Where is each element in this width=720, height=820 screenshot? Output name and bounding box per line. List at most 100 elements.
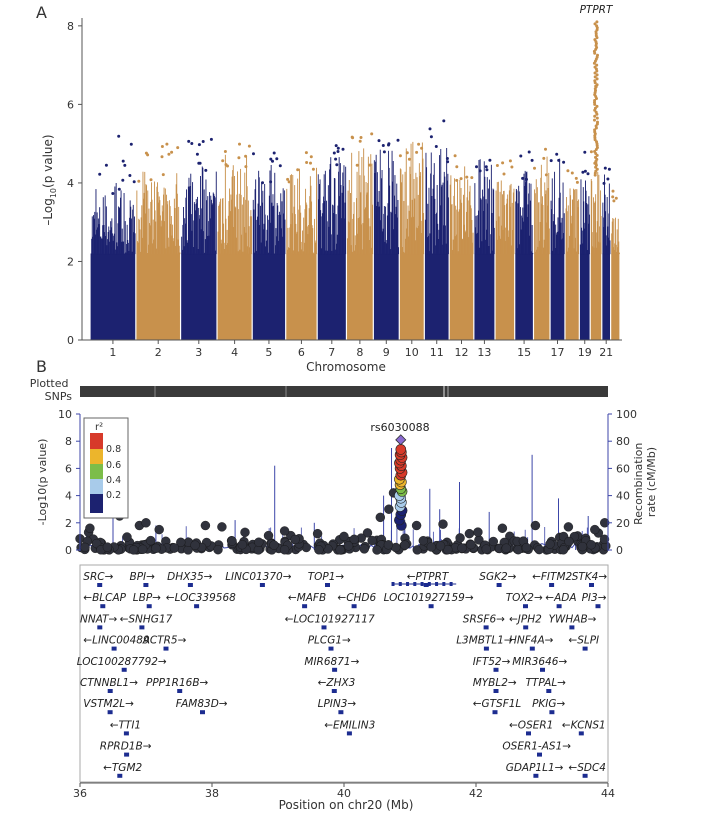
gene-label: OSER1-AS1→ — [502, 741, 571, 753]
chromosome-2-column — [158, 202, 160, 255]
chromosome-12-column — [455, 205, 457, 255]
chromosome-12-column — [469, 185, 471, 255]
chromosome-6-column — [291, 174, 293, 255]
gene-body — [523, 625, 529, 630]
chromosome-15-column — [527, 216, 528, 255]
chromosome-16-column — [534, 251, 536, 255]
chromosome-10-column — [399, 168, 401, 255]
gene-STK4: STK4→ — [572, 571, 607, 587]
ptprt-peak-point — [594, 155, 597, 159]
chromosome-20-column — [597, 172, 599, 255]
panel-a-xtick-label: 21 — [599, 346, 613, 359]
chromosome-14-column — [502, 194, 503, 255]
chromosome-1-column — [134, 216, 135, 255]
ptprt-peak-point — [595, 83, 599, 87]
chromosome-2-point — [165, 142, 169, 146]
panel-a-ytick-label: 2 — [67, 255, 74, 268]
chromosome-6-column — [302, 251, 304, 255]
chromosome-21-column — [603, 217, 605, 255]
chromosome-10-point — [420, 146, 424, 150]
panel-a-xtick-label: 3 — [195, 346, 202, 359]
chromosome-3-column — [187, 242, 189, 255]
chromosome-20-column — [595, 194, 597, 255]
chromosome-15-column — [531, 225, 533, 255]
background-snp-points — [75, 488, 611, 555]
gene-body — [493, 689, 499, 693]
chromosome-5-base — [252, 253, 286, 340]
chromosome-12-points — [449, 154, 474, 340]
r2-tick-0.2: 0.2 — [106, 490, 121, 501]
chromosome-2-column — [153, 239, 155, 255]
chromosome-2-column — [144, 171, 146, 255]
chromosome-3-column — [198, 215, 200, 255]
ptprt-exon — [435, 582, 439, 586]
chromosome-1-column — [92, 236, 94, 255]
chromosome-3-column — [190, 173, 192, 255]
gene-LOC101927117: ←LOC101927117 — [285, 613, 375, 630]
chromosome-12-column — [450, 175, 452, 255]
chromosome-15-column — [525, 182, 527, 255]
chromosome-8-base — [347, 253, 373, 340]
chromosome-7-point — [334, 157, 338, 161]
gene-RPRD1B: RPRD1B→ — [100, 741, 152, 757]
chromosome-8-point — [359, 136, 363, 139]
chromosome-10-column — [405, 238, 407, 255]
chromosome-6-column — [303, 217, 305, 255]
chromosome-10-point — [407, 157, 411, 161]
chromosome-15-column — [532, 252, 534, 255]
chromosome-13-column — [476, 233, 478, 255]
chromosome-13-column — [482, 189, 484, 255]
chromosome-15-column — [522, 221, 524, 255]
chromosome-5-column — [283, 190, 285, 255]
chromosome-5-column — [255, 179, 257, 255]
chromosome-21-column — [607, 237, 609, 255]
gene-BLCAP: ←BLCAP — [83, 592, 127, 609]
chromosome-17-column — [557, 217, 559, 255]
gene-label: SGK2→ — [479, 571, 516, 583]
chromosome-3-column — [196, 203, 198, 255]
gene-body — [143, 583, 149, 587]
gene-PTPRT-body — [391, 582, 457, 586]
chromosome-2-column — [157, 191, 159, 255]
chromosome-6-column — [286, 249, 288, 255]
gene-body — [121, 667, 127, 672]
chromosome-9-column — [390, 211, 392, 255]
chromosome-18-column — [575, 189, 577, 255]
gene-body — [124, 752, 130, 757]
chromosome-10-point — [405, 151, 409, 155]
chromosome-3-column — [186, 240, 188, 255]
chromosome-1-column — [93, 218, 95, 255]
chromosome-1-point — [117, 134, 121, 138]
chromosome-9-column — [388, 150, 390, 255]
chromosome-18-column — [576, 189, 578, 255]
chromosome-14-point — [495, 164, 499, 167]
chromosome-19-column — [581, 227, 583, 255]
chromosome-13-column — [483, 161, 485, 255]
chromosome-14-column — [504, 205, 506, 255]
gene-label: SRSF6→ — [463, 613, 505, 625]
chromosome-6-column — [315, 240, 317, 255]
chromosome-10-column — [403, 201, 405, 255]
chromosome-7-column — [341, 192, 343, 255]
chromosome-8-column — [372, 204, 374, 255]
chromosome-10-column — [418, 163, 420, 255]
r2-tick-0.4: 0.4 — [106, 475, 121, 486]
chromosome-12-column — [458, 209, 460, 255]
chromosome-15-column — [515, 189, 517, 255]
lead-snp-marker — [395, 434, 407, 446]
chromosome-4-point — [247, 144, 251, 148]
chromosome-19-column — [586, 203, 588, 255]
chromosome-6-column — [312, 228, 314, 255]
chromosome-22-column — [615, 244, 617, 255]
chromosome-16-column — [540, 177, 542, 255]
gene-body — [325, 583, 330, 587]
chromosome-8-column — [365, 182, 367, 255]
chromosome-14-column — [511, 202, 513, 255]
background-snp — [141, 518, 151, 528]
chromosome-14-column — [507, 236, 509, 255]
lead-snp-label: rs6030088 — [370, 421, 429, 434]
gene-SRC: SRC→ — [83, 571, 114, 587]
chromosome-3-column — [195, 199, 197, 255]
plotted-snps-bar — [80, 386, 608, 397]
chromosome-11-column — [425, 152, 427, 255]
